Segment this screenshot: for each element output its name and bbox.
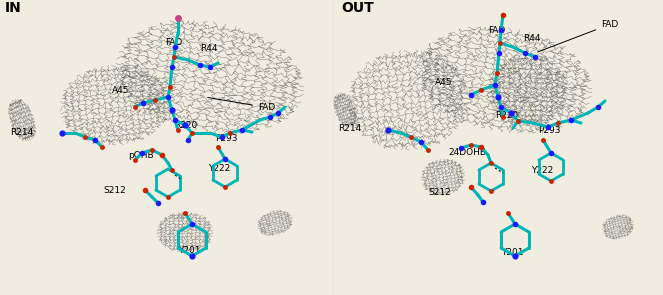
Text: S212: S212 bbox=[103, 186, 126, 195]
Text: Y201: Y201 bbox=[178, 246, 200, 255]
Text: R220: R220 bbox=[495, 111, 518, 120]
Text: Y222: Y222 bbox=[208, 164, 230, 173]
Text: R214: R214 bbox=[338, 124, 361, 133]
Text: A45: A45 bbox=[435, 78, 453, 87]
Text: FAD: FAD bbox=[488, 26, 505, 35]
Text: R44: R44 bbox=[200, 44, 217, 53]
Text: S212: S212 bbox=[428, 188, 451, 197]
Text: OUT: OUT bbox=[341, 1, 374, 15]
Text: FAD: FAD bbox=[165, 38, 182, 47]
Text: IN: IN bbox=[5, 1, 22, 15]
Text: R220: R220 bbox=[174, 121, 198, 130]
Text: pOHB: pOHB bbox=[128, 151, 154, 160]
Text: R44: R44 bbox=[523, 34, 540, 43]
Text: R214: R214 bbox=[10, 128, 33, 137]
Text: P293: P293 bbox=[215, 134, 237, 143]
Text: A45: A45 bbox=[112, 86, 129, 95]
Text: P293: P293 bbox=[538, 126, 560, 135]
Text: 24DOHB: 24DOHB bbox=[448, 148, 486, 157]
Text: Y222: Y222 bbox=[531, 166, 553, 175]
Text: Y201: Y201 bbox=[501, 248, 524, 257]
Text: FAD: FAD bbox=[208, 97, 275, 112]
Text: FAD: FAD bbox=[538, 20, 619, 52]
